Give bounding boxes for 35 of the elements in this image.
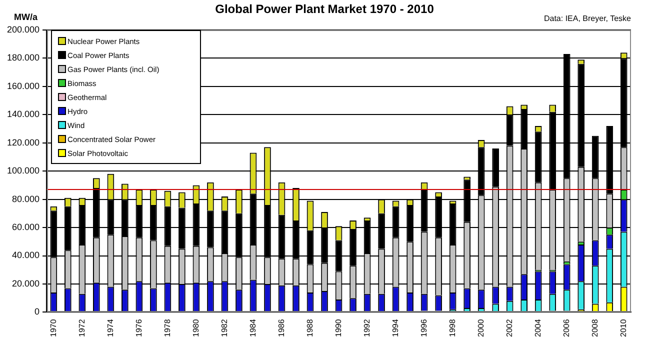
x-tick-label: 2000 — [476, 318, 486, 337]
x-tick-label: 1974 — [106, 318, 115, 337]
y-tick-label: 80.000 — [12, 194, 40, 204]
x-tick-label: 1988 — [305, 318, 314, 337]
x-tick-label: 2004 — [534, 318, 543, 337]
x-tick-label: 1976 — [134, 318, 144, 337]
x-tick-label: 1996 — [420, 318, 428, 337]
x-tick-label: 2006 — [562, 318, 572, 337]
x-tick-label: 1972 — [77, 318, 86, 337]
text: Data: IEA, Breyer, Teske — [544, 14, 631, 23]
x-tick-label: 1994 — [390, 318, 400, 337]
y-tick-label: 40.000 — [12, 250, 40, 260]
y-tick-label: 100.000 — [6, 166, 40, 176]
x-tick-label: 1990 — [334, 318, 343, 337]
x-tick-label: 1986 — [276, 318, 286, 337]
x-tick-label: 1982 — [220, 318, 229, 337]
x-tick-label: 1980 — [191, 318, 200, 337]
chart-title: Global Power Plant Market 1970 - 2010 — [215, 2, 434, 16]
y-tick-label: 60.000 — [12, 222, 40, 232]
x-tick-label: 1998 — [448, 318, 458, 337]
y-tick-label: 160.000 — [6, 80, 40, 91]
y-tick-label: 200.000 — [6, 24, 40, 34]
y-axis-title: MW/a — [14, 12, 38, 22]
y-tick-label: 180.000 — [6, 52, 40, 63]
x-tick-label: 1978 — [162, 318, 172, 337]
y-tick-label: 120.000 — [6, 137, 40, 148]
x-tick-label: 2010 — [619, 318, 628, 337]
y-tick-label: 20.000 — [12, 278, 40, 288]
y-tick-label: 140.000 — [6, 109, 40, 120]
x-tick-label: 2008 — [590, 318, 600, 337]
x-tick-label: 1992 — [362, 318, 372, 337]
x-tick-label: 1970 — [48, 318, 58, 337]
x-tick-label: 2002 — [505, 318, 514, 337]
y-tick-label: 0 — [34, 306, 40, 317]
x-tick-label: 1984 — [248, 318, 258, 337]
